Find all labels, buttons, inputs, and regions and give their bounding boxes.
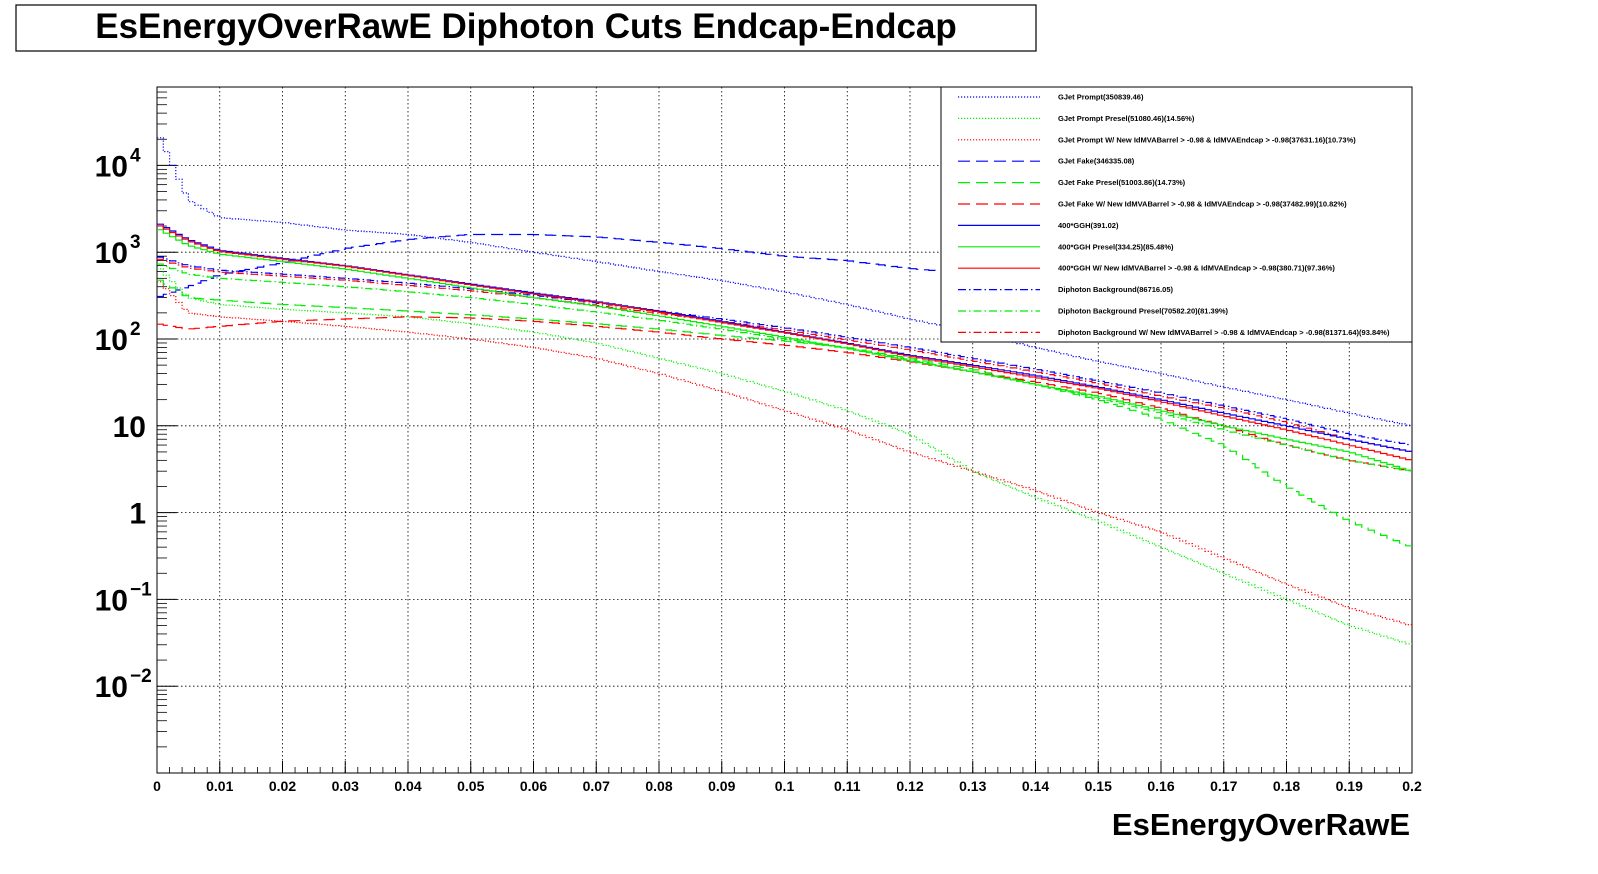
grid (157, 87, 1412, 773)
series-line (157, 256, 1412, 446)
x-tick-label: 0.17 (1210, 778, 1237, 794)
x-tick-label: 0.08 (645, 778, 672, 794)
series-layer (157, 137, 1412, 645)
series-line (157, 281, 1412, 626)
legend-entry-label: 400*GGH(391.02) (1058, 221, 1119, 230)
y-tick-exponent: 2 (130, 319, 141, 340)
y-tick-label: 10 (95, 324, 128, 357)
x-tick-label: 0.18 (1273, 778, 1300, 794)
x-tick-label: 0.15 (1085, 778, 1112, 794)
y-tick-exponent: −1 (130, 579, 152, 600)
legend-entry-label: Diphoton Background Presel(70582.20)(81.… (1058, 307, 1229, 316)
legend-entry-label: GJet Fake Presel(51003.86)(14.73%) (1058, 178, 1186, 187)
x-tick-label: 0.19 (1336, 778, 1363, 794)
x-tick-label: 0.12 (896, 778, 923, 794)
y-tick-exponent: −2 (130, 666, 152, 687)
series-line (157, 316, 1412, 472)
x-tick-label: 0.03 (332, 778, 359, 794)
legend-entry-label: GJet Prompt(350839.46) (1058, 93, 1144, 102)
x-tick-label: 0.05 (457, 778, 484, 794)
y-tick-label: 10 (113, 411, 146, 444)
legend-entry-label: GJet Prompt Presel(51080.46)(14.56%) (1058, 114, 1195, 123)
x-tick-label: 0.16 (1147, 778, 1174, 794)
x-tick-label: 0.2 (1402, 778, 1422, 794)
y-tick-exponent: 3 (130, 232, 141, 253)
y-tick-label: 10 (95, 584, 128, 617)
y-tick-label: 1 (129, 498, 146, 531)
x-tick-label: 0.1 (775, 778, 795, 794)
title-box (15, 4, 1037, 52)
x-tick-label: 0.13 (959, 778, 986, 794)
legend-entry-label: GJet Prompt W/ New IdMVABarrel > -0.98 &… (1058, 135, 1356, 144)
x-tick-label: 0.04 (394, 778, 421, 794)
legend: GJet Prompt(350839.46) GJet Prompt Presel… (940, 86, 1413, 343)
legend-entry-label: Diphoton Background W/ New IdMVABarrel >… (1058, 328, 1390, 337)
y-tick-label: 10 (95, 150, 128, 183)
x-tick-label: 0.11 (834, 778, 861, 794)
legend-box (940, 86, 1413, 343)
x-tick-label: 0.09 (708, 778, 735, 794)
legend-entry-label: 400*GGH W/ New IdMVABarrel > -0.98 & IdM… (1058, 264, 1335, 273)
minor-ticks (156, 86, 1413, 773)
series-line (157, 137, 1412, 426)
series-line (157, 225, 1412, 461)
chart-title: EsEnergyOverRawE Diphoton Cuts Endcap-En… (95, 7, 957, 46)
x-tick-label: 0.14 (1022, 778, 1049, 794)
legend-entry-label: GJet Fake W/ New IdMVABarrel > -0.98 & I… (1058, 200, 1347, 209)
series-line (157, 268, 1412, 645)
y-tick-label: 10 (95, 671, 128, 704)
x-tick-label: 0.07 (583, 778, 610, 794)
legend-entry-label: 400*GGH Presel(334.25)(85.48%) (1058, 242, 1174, 251)
x-tick-label: 0.01 (206, 778, 233, 794)
series-line (157, 263, 1412, 472)
y-tick-label: 10 (95, 237, 128, 270)
series-line (157, 279, 1412, 547)
x-axis-label: EsEnergyOverRawE (1112, 807, 1410, 842)
x-tick-labels: 0 0.01 0.02 0.03 0.04 0.05 0.06 0.07 0.08 0.09 0.1… (153, 778, 1422, 794)
legend-entry-label: Diphoton Background(86716.05) (1058, 285, 1174, 294)
legend-entry-label: GJet Fake(346335.08) (1058, 157, 1135, 166)
x-tick-label: 0 (153, 778, 161, 794)
x-tick-label: 0.06 (520, 778, 547, 794)
x-tick-label: 0.02 (269, 778, 296, 794)
series-line (157, 229, 1412, 471)
y-tick-exponent: 4 (130, 145, 141, 166)
series-line (157, 258, 1412, 452)
